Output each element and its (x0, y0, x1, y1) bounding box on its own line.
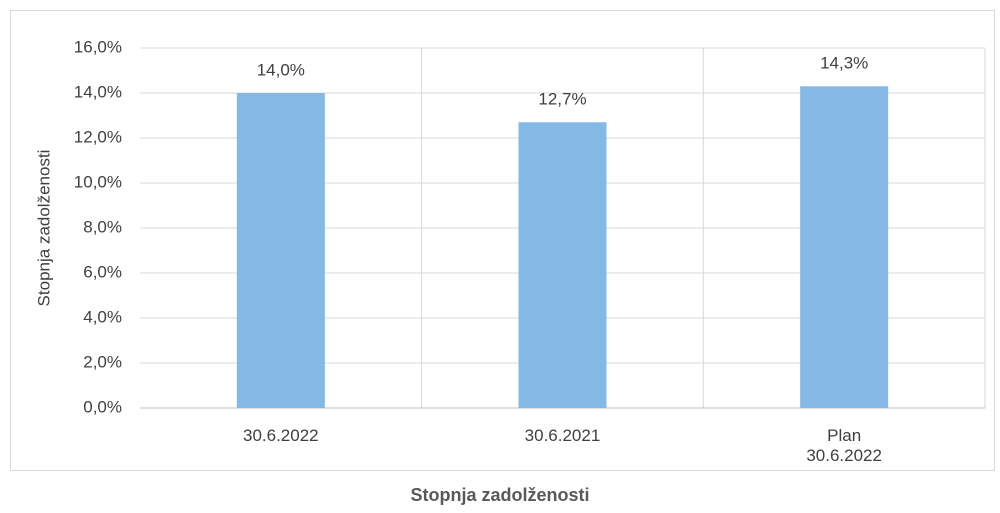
chart-frame (10, 10, 995, 471)
value-label: 14,3% (820, 54, 868, 73)
y-tick-label: 10,0% (74, 172, 122, 191)
y-tick-label: 14,0% (74, 82, 122, 101)
y-tick-label: 6,0% (83, 262, 122, 281)
value-label: 12,7% (538, 90, 586, 109)
y-axis-label: Stopnja zadolženosti (34, 150, 53, 307)
y-tick-label: 16,0% (74, 37, 122, 56)
bar (236, 93, 325, 408)
bar (518, 122, 607, 408)
x-tick-label: Plan 30.6.2022 (806, 426, 882, 465)
y-tick-label: 0,0% (83, 397, 122, 416)
y-tick-label: 2,0% (83, 352, 122, 371)
y-tick-label: 4,0% (83, 307, 122, 326)
value-label: 14,0% (257, 60, 305, 79)
x-tick-label: 30.6.2021 (524, 426, 601, 445)
bar (800, 86, 889, 408)
y-tick-label: 8,0% (83, 217, 122, 236)
x-tick-label: 30.6.2022 (243, 426, 319, 445)
chart-title: Stopnja zadolženosti (410, 485, 589, 505)
y-tick-label: 12,0% (74, 127, 122, 146)
